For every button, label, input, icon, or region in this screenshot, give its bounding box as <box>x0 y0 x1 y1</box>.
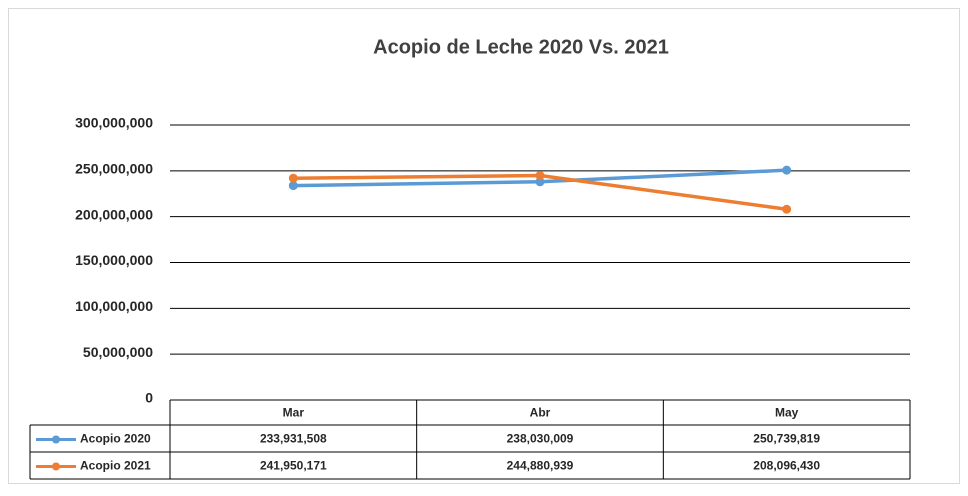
x-tick-label: May <box>775 406 799 420</box>
x-tick-label: Abr <box>530 406 551 420</box>
y-tick-label: 0 <box>145 390 153 406</box>
chart-title: Acopio de Leche 2020 Vs. 2021 <box>373 36 669 58</box>
point-marker <box>288 173 298 183</box>
y-tick-label: 200,000,000 <box>75 206 153 222</box>
x-tick-label: Mar <box>283 406 305 420</box>
legend-label: Acopio 2021 <box>80 459 151 473</box>
point-marker <box>288 181 298 191</box>
point-marker <box>535 177 545 187</box>
table-value: 208,096,430 <box>753 459 820 473</box>
chart-border <box>8 8 960 484</box>
point-marker <box>782 165 792 175</box>
y-tick-label: 150,000,000 <box>75 252 153 268</box>
y-tick-label: 50,000,000 <box>83 344 153 360</box>
legend-label: Acopio 2020 <box>80 432 151 446</box>
legend-key-marker <box>52 435 60 444</box>
y-tick-label: 250,000,000 <box>75 161 153 177</box>
point-marker <box>782 204 792 214</box>
table-value: 250,739,819 <box>753 432 820 446</box>
y-tick-label: 100,000,000 <box>75 298 153 314</box>
point-marker <box>535 171 545 181</box>
table-value: 244,880,939 <box>507 459 574 473</box>
table-value: 233,931,508 <box>260 432 327 446</box>
legend-key-marker <box>52 462 60 471</box>
y-tick-label: 300,000,000 <box>75 115 153 131</box>
table-value: 238,030,009 <box>507 432 574 446</box>
table-value: 241,950,171 <box>260 459 327 473</box>
